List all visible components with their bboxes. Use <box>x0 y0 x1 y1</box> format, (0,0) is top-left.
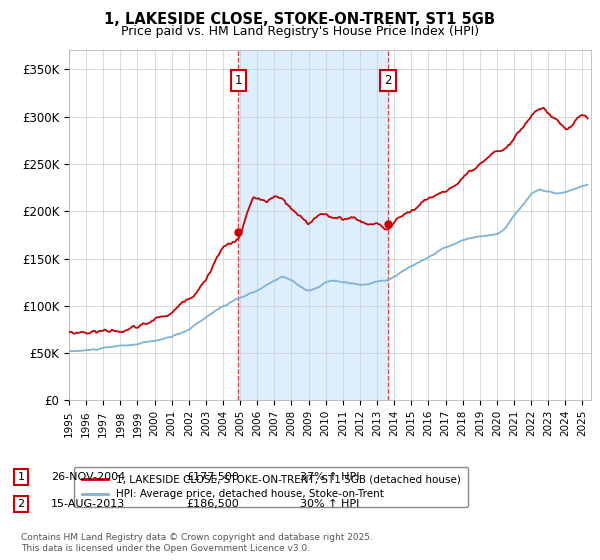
Text: £177,500: £177,500 <box>186 472 239 482</box>
Legend: 1, LAKESIDE CLOSE, STOKE-ON-TRENT, ST1 5GB (detached house), HPI: Average price,: 1, LAKESIDE CLOSE, STOKE-ON-TRENT, ST1 5… <box>74 467 468 507</box>
Text: 15-AUG-2013: 15-AUG-2013 <box>51 499 125 509</box>
Text: 30% ↑ HPI: 30% ↑ HPI <box>300 499 359 509</box>
Text: 1: 1 <box>235 74 242 87</box>
Text: £186,500: £186,500 <box>186 499 239 509</box>
Text: 26-NOV-2004: 26-NOV-2004 <box>51 472 125 482</box>
Text: Contains HM Land Registry data © Crown copyright and database right 2025.
This d: Contains HM Land Registry data © Crown c… <box>21 533 373 553</box>
Text: 1, LAKESIDE CLOSE, STOKE-ON-TRENT, ST1 5GB: 1, LAKESIDE CLOSE, STOKE-ON-TRENT, ST1 5… <box>104 12 496 27</box>
Text: 37% ↑ HPI: 37% ↑ HPI <box>300 472 359 482</box>
Text: 2: 2 <box>17 499 25 509</box>
Text: Price paid vs. HM Land Registry's House Price Index (HPI): Price paid vs. HM Land Registry's House … <box>121 25 479 38</box>
Text: 2: 2 <box>384 74 391 87</box>
Text: 1: 1 <box>17 472 25 482</box>
